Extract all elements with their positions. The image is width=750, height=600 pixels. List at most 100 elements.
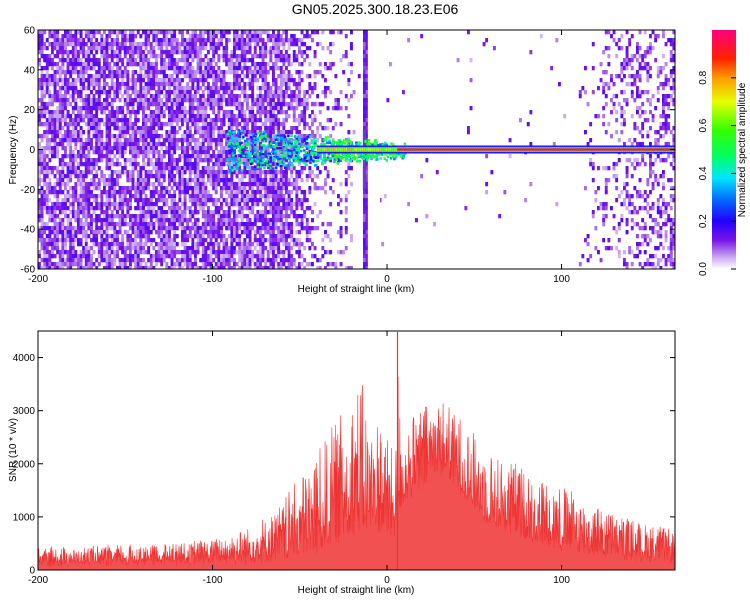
- spectrogram-cell: [40, 90, 44, 95]
- spectrogram-cell: [243, 58, 247, 63]
- spectrogram-cell: [178, 214, 182, 219]
- spectrogram-cell: [64, 250, 67, 255]
- spectrogram-cell: [318, 170, 322, 175]
- spectrogram-cell: [90, 74, 93, 79]
- spectrogram-cell: [79, 130, 83, 135]
- spectrogram-cell: [274, 38, 278, 43]
- spectrogram-cell: [230, 226, 234, 231]
- spectrogram-cell: [344, 226, 348, 231]
- spectrogram-cell: [160, 262, 164, 267]
- spectrogram-cell: [235, 230, 239, 235]
- spectrogram-cell: [212, 74, 216, 79]
- spectrogram-cell: [126, 234, 130, 239]
- spectrogram-cell: [53, 218, 57, 223]
- spectrogram-cell: [129, 178, 132, 183]
- spectrogram-cell: [248, 50, 252, 55]
- spectrogram-cell: [220, 130, 223, 135]
- spectrogram-cell: [285, 178, 288, 183]
- spectrogram-cell: [227, 102, 231, 107]
- spectrogram-cell: [66, 90, 70, 95]
- spectrogram-cell: [173, 58, 177, 63]
- spectrogram-cell: [100, 74, 104, 79]
- spectrogram-cell: [253, 194, 257, 199]
- spectrogram-cell: [188, 118, 192, 123]
- spectrogram-cell: [212, 90, 216, 95]
- spectrogram-cell: [97, 102, 101, 107]
- spectrogram-cell: [152, 34, 156, 39]
- spectrogram-cell: [207, 102, 210, 107]
- spectrogram-cell: [282, 122, 286, 127]
- spectrogram-cell: [165, 50, 169, 55]
- spectrogram-cell: [204, 198, 208, 203]
- spectrogram-cell: [287, 102, 291, 107]
- spectrogram-cell: [183, 90, 187, 95]
- spectrogram-cell: [71, 194, 75, 199]
- spectrogram-cell: [209, 170, 213, 175]
- spectrogram-cell: [61, 226, 65, 231]
- spectrogram-cell: [118, 66, 122, 71]
- spectrogram-cell: [181, 170, 184, 175]
- spectrogram-cell: [199, 178, 203, 183]
- spectrogram-cell: [142, 150, 145, 155]
- spectrogram-cell: [144, 162, 148, 167]
- spectrogram-cell: [173, 178, 177, 183]
- spectrogram-cell: [40, 98, 44, 103]
- spectrogram-cell: [126, 126, 130, 131]
- spectrogram-cell: [134, 126, 138, 131]
- spectrogram-cell: [173, 138, 177, 143]
- spectrogram-cell: [217, 126, 221, 131]
- spectrogram-cell: [157, 210, 161, 215]
- spectrogram-cell: [108, 130, 112, 135]
- spectrogram-cell: [134, 230, 138, 235]
- spectrogram-cell: [316, 102, 320, 107]
- spectrogram-cell: [116, 158, 119, 163]
- spectrogram-cell: [118, 194, 122, 199]
- spectrogram-cell: [305, 226, 309, 231]
- spectrogram-cell: [105, 194, 109, 199]
- spectrogram-cell: [191, 150, 195, 155]
- spectrogram-cell: [173, 162, 177, 167]
- spectrogram-cell: [103, 62, 106, 67]
- spectrogram-cell: [196, 162, 200, 167]
- spectrogram-cell: [155, 122, 158, 127]
- spectrogram-cell: [272, 46, 275, 51]
- spectrogram-cell: [53, 222, 57, 227]
- spectrogram-cell: [48, 54, 52, 59]
- spectrogram-cell: [58, 42, 62, 47]
- spectrogram-cell: [123, 266, 127, 269]
- spectrogram-cell: [251, 194, 255, 199]
- spectrogram-cell: [290, 170, 294, 175]
- spectrogram-cell: [168, 178, 171, 183]
- spectrogram-cell: [53, 110, 57, 115]
- spectrogram-cell: [204, 194, 208, 199]
- spectrogram-cell: [230, 190, 234, 195]
- spectrogram-cell: [282, 230, 286, 235]
- spectrogram-cell: [233, 246, 236, 251]
- spectrogram-cell: [64, 74, 67, 79]
- spectrogram-cell: [274, 162, 278, 167]
- spectrogram-cell: [194, 42, 197, 47]
- spectrogram-cell: [43, 202, 47, 207]
- spectrogram-cell: [279, 250, 283, 255]
- spectrogram-cell: [105, 210, 109, 215]
- spectrogram-cell: [238, 66, 242, 71]
- spectrogram-cell: [100, 238, 104, 243]
- spectrogram-cell: [227, 246, 231, 251]
- spectrogram-cell: [173, 218, 177, 223]
- spectrogram-cell: [269, 250, 273, 255]
- spectrogram-cell: [43, 238, 47, 243]
- spectrogram-cell: [173, 46, 177, 51]
- spectrogram-cell: [160, 210, 164, 215]
- spectrogram-cell: [64, 138, 67, 143]
- spectrogram-cell: [48, 178, 52, 183]
- spectrogram-cell: [116, 238, 119, 243]
- spectrogram-cell: [149, 230, 153, 235]
- spectrogram-cell: [214, 30, 218, 35]
- spectrogram-cell: [149, 266, 153, 269]
- spectrogram-cell: [69, 178, 73, 183]
- spectrogram-cell: [173, 66, 177, 71]
- spectrogram-cell: [123, 50, 127, 55]
- spectrogram-cell: [58, 102, 62, 107]
- spectrogram-cell: [168, 230, 171, 235]
- spectrogram-cell: [238, 266, 242, 269]
